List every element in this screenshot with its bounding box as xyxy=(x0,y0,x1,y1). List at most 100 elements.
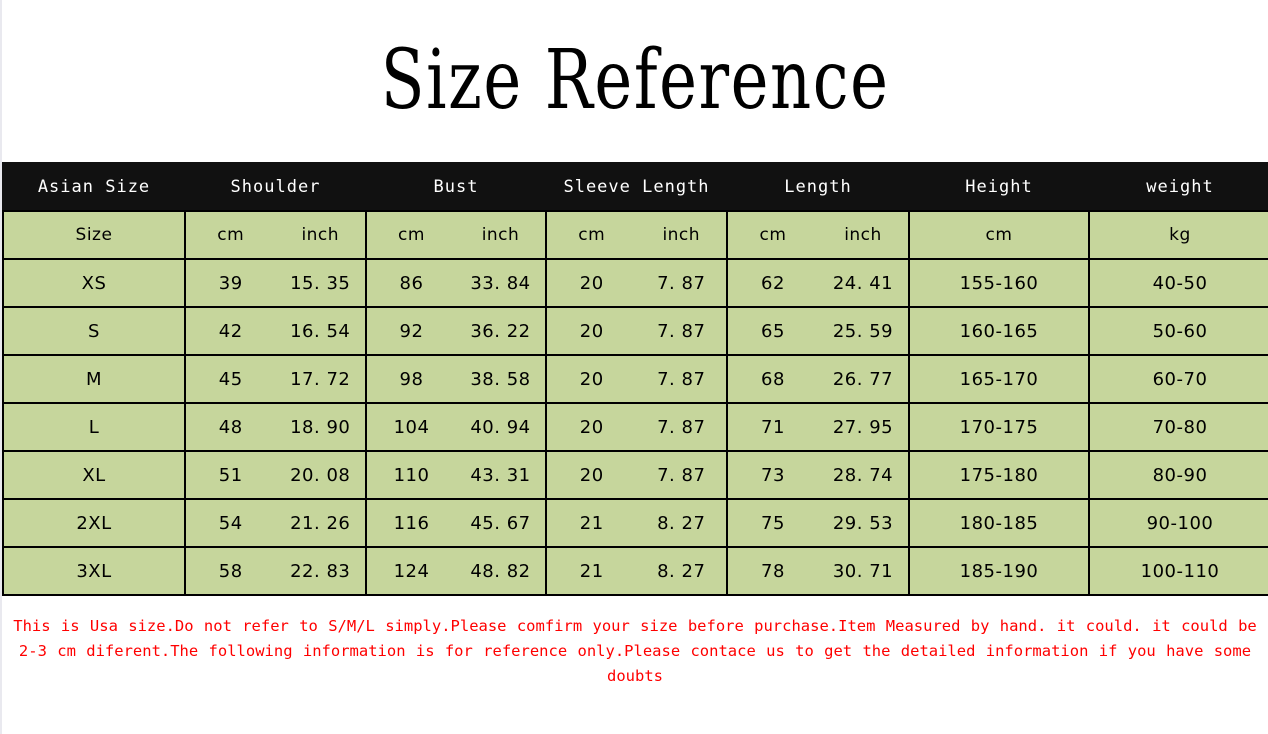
cell-length-inch: 29. 53 xyxy=(832,512,894,534)
cell-length-inch: 28. 74 xyxy=(832,464,894,486)
cell-sleeve: 20 7. 87 xyxy=(545,402,728,452)
column-header-bust: Bust xyxy=(365,162,547,212)
unit-shoulder-cm: cm xyxy=(217,225,245,245)
cell-bust-inch: 48. 82 xyxy=(470,560,531,582)
cell-sleeve-inch: 7. 87 xyxy=(657,320,706,342)
unit-cell-shoulder: cm inch xyxy=(184,210,367,260)
cell-bust-cm: 98 xyxy=(399,368,424,390)
cell-bust: 110 43. 31 xyxy=(365,450,547,500)
column-header-asian-size: Asian Size xyxy=(2,162,186,212)
cell-sleeve-cm: 20 xyxy=(579,464,604,486)
cell-size: 3XL xyxy=(2,546,186,596)
cell-size: S xyxy=(2,306,186,356)
unit-shoulder-inch: inch xyxy=(301,225,340,245)
unit-cell-sleeve: cm inch xyxy=(545,210,728,260)
unit-cell-length: cm inch xyxy=(726,210,910,260)
table-row: 2XL 54 21. 26 116 45. 67 21 8. 27 75 29.… xyxy=(2,498,1268,548)
cell-bust: 86 33. 84 xyxy=(365,258,547,308)
cell-bust: 116 45. 67 xyxy=(365,498,547,548)
unit-bust-cm: cm xyxy=(398,225,425,245)
unit-cell-weight: kg xyxy=(1088,210,1268,260)
cell-sleeve-cm: 20 xyxy=(579,416,604,438)
column-header-weight: weight xyxy=(1088,162,1268,212)
cell-bust-inch: 33. 84 xyxy=(470,272,531,294)
cell-shoulder: 51 20. 08 xyxy=(184,450,367,500)
cell-sleeve: 20 7. 87 xyxy=(545,450,728,500)
cell-shoulder-inch: 22. 83 xyxy=(290,560,351,582)
cell-length-cm: 75 xyxy=(761,512,785,534)
cell-sleeve-cm: 21 xyxy=(579,560,604,582)
unit-length-cm: cm xyxy=(759,225,787,245)
cell-shoulder-inch: 15. 35 xyxy=(290,272,351,294)
unit-cell-bust: cm inch xyxy=(365,210,547,260)
cell-sleeve-cm: 20 xyxy=(579,320,604,342)
cell-sleeve: 21 8. 27 xyxy=(545,498,728,548)
table-body: Size cm inch cm inch cm inch xyxy=(2,210,1268,596)
cell-bust: 124 48. 82 xyxy=(365,546,547,596)
cell-shoulder: 39 15. 35 xyxy=(184,258,367,308)
cell-sleeve-cm: 20 xyxy=(579,272,604,294)
cell-bust-cm: 124 xyxy=(393,560,430,582)
cell-sleeve-cm: 20 xyxy=(579,368,604,390)
cell-sleeve: 21 8. 27 xyxy=(545,546,728,596)
cell-shoulder-inch: 21. 26 xyxy=(290,512,351,534)
footnote-disclaimer: This is Usa size.Do not refer to S/M/L s… xyxy=(13,617,1257,685)
title-area: Size Reference xyxy=(2,0,1268,162)
cell-shoulder: 45 17. 72 xyxy=(184,354,367,404)
table-unit-row: Size cm inch cm inch cm inch xyxy=(2,210,1268,260)
cell-size: XL xyxy=(2,450,186,500)
cell-bust-cm: 104 xyxy=(393,416,430,438)
cell-bust-cm: 116 xyxy=(393,512,430,534)
cell-bust-inch: 40. 94 xyxy=(470,416,531,438)
cell-sleeve-inch: 8. 27 xyxy=(657,512,706,534)
cell-weight: 60-70 xyxy=(1088,354,1268,404)
unit-length-inch: inch xyxy=(844,225,882,245)
table-header-row: Asian Size Shoulder Bust Sleeve Length L… xyxy=(2,162,1268,212)
cell-bust-cm: 110 xyxy=(393,464,430,486)
cell-sleeve-inch: 7. 87 xyxy=(657,416,706,438)
cell-sleeve: 20 7. 87 xyxy=(545,258,728,308)
cell-bust-cm: 92 xyxy=(399,320,424,342)
unit-cell-size: Size xyxy=(2,210,186,260)
cell-shoulder-cm: 54 xyxy=(218,512,243,534)
cell-length-inch: 24. 41 xyxy=(832,272,894,294)
cell-length-inch: 26. 77 xyxy=(832,368,894,390)
cell-length-cm: 65 xyxy=(761,320,785,342)
cell-shoulder: 54 21. 26 xyxy=(184,498,367,548)
cell-height: 165-170 xyxy=(908,354,1090,404)
cell-shoulder-cm: 39 xyxy=(218,272,243,294)
cell-size: M xyxy=(2,354,186,404)
cell-weight: 80-90 xyxy=(1088,450,1268,500)
table-row: XS 39 15. 35 86 33. 84 20 7. 87 62 24. 4… xyxy=(2,258,1268,308)
unit-sleeve-cm: cm xyxy=(578,225,606,245)
cell-sleeve-inch: 7. 87 xyxy=(657,464,706,486)
unit-bust-inch: inch xyxy=(481,225,520,245)
cell-height: 160-165 xyxy=(908,306,1090,356)
cell-bust: 92 36. 22 xyxy=(365,306,547,356)
cell-size: 2XL xyxy=(2,498,186,548)
cell-size: XS xyxy=(2,258,186,308)
table-row: 3XL 58 22. 83 124 48. 82 21 8. 27 78 30.… xyxy=(2,546,1268,596)
unit-sleeve-inch: inch xyxy=(662,225,701,245)
cell-bust-inch: 36. 22 xyxy=(470,320,531,342)
cell-length: 65 25. 59 xyxy=(726,306,910,356)
table-row: M 45 17. 72 98 38. 58 20 7. 87 68 26. 77… xyxy=(2,354,1268,404)
cell-height: 155-160 xyxy=(908,258,1090,308)
cell-length: 62 24. 41 xyxy=(726,258,910,308)
cell-weight: 90-100 xyxy=(1088,498,1268,548)
cell-shoulder-cm: 51 xyxy=(218,464,243,486)
cell-height: 180-185 xyxy=(908,498,1090,548)
cell-length: 75 29. 53 xyxy=(726,498,910,548)
cell-weight: 50-60 xyxy=(1088,306,1268,356)
cell-size: L xyxy=(2,402,186,452)
cell-bust-inch: 43. 31 xyxy=(470,464,531,486)
table-row: XL 51 20. 08 110 43. 31 20 7. 87 73 28. … xyxy=(2,450,1268,500)
cell-shoulder-cm: 45 xyxy=(218,368,243,390)
column-header-length: Length xyxy=(726,162,910,212)
column-header-shoulder: Shoulder xyxy=(184,162,367,212)
cell-weight: 40-50 xyxy=(1088,258,1268,308)
cell-bust: 98 38. 58 xyxy=(365,354,547,404)
cell-shoulder-cm: 42 xyxy=(218,320,243,342)
column-header-sleeve-length: Sleeve Length xyxy=(545,162,728,212)
